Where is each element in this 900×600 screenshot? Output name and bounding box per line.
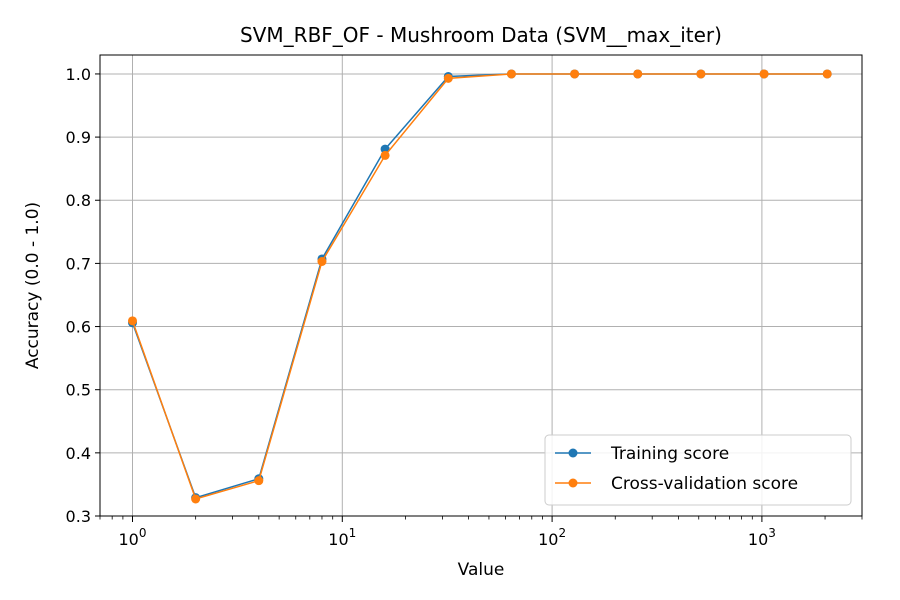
series-cross-validation <box>127 69 832 504</box>
y-tick-label: 0.3 <box>66 507 91 526</box>
legend: Training score Cross-validation score <box>544 434 852 506</box>
data-point <box>570 69 580 79</box>
y-tick-label: 0.4 <box>66 444 91 463</box>
data-point <box>380 150 390 160</box>
x-tick-label: 100 <box>118 526 146 549</box>
data-point <box>380 144 390 154</box>
grid-lines <box>100 55 862 517</box>
y-tick-label: 0.8 <box>66 191 91 210</box>
x-tick-label: 102 <box>538 526 566 549</box>
data-point <box>759 69 769 79</box>
x-tick-exponent: 3 <box>768 526 776 540</box>
series-layer <box>127 69 832 504</box>
series-line <box>131 73 828 500</box>
y-tick-label: 0.7 <box>66 254 91 273</box>
x-tick-exponent: 2 <box>558 526 566 540</box>
y-tick-label: 0.5 <box>66 381 91 400</box>
x-tick-base: 10 <box>748 530 768 549</box>
legend-label: Training score <box>610 444 729 464</box>
y-tick-label: 0.6 <box>66 318 91 337</box>
data-point <box>506 69 516 79</box>
legend-swatch-marker <box>568 448 578 458</box>
y-tick-label: 1.0 <box>66 65 91 84</box>
legend-label: Cross-validation score <box>611 474 798 494</box>
legend-entry: Training score <box>555 444 729 464</box>
y-axis-ticks: 0.3 0.4 0.5 0.6 0.7 0.8 0.9 1.0 <box>66 65 100 526</box>
x-tick-exponent: 1 <box>349 526 357 540</box>
x-axis-ticks: 100 101 102 103 <box>99 516 863 549</box>
data-point <box>443 73 453 83</box>
y-axis-label: Accuracy (0.0 - 1.0) <box>23 202 43 369</box>
x-axis-label: Value <box>458 560 505 580</box>
data-point <box>127 316 137 326</box>
x-tick-label: 101 <box>328 526 356 549</box>
data-point <box>317 257 327 267</box>
data-point <box>822 69 832 79</box>
legend-entry: Cross-validation score <box>555 474 798 494</box>
data-point <box>696 69 706 79</box>
x-tick-base: 10 <box>328 530 348 549</box>
plot-frame <box>99 54 863 517</box>
y-tick-label: 0.9 <box>66 128 91 147</box>
data-point <box>254 476 264 486</box>
chart-title: SVM_RBF_OF - Mushroom Data (SVM__max_ite… <box>240 23 722 47</box>
x-tick-base: 10 <box>118 530 138 549</box>
x-tick-label: 103 <box>748 526 776 549</box>
x-tick-exponent: 0 <box>139 526 147 540</box>
legend-swatch-marker <box>568 478 578 488</box>
legend-box <box>544 434 852 506</box>
x-tick-base: 10 <box>538 530 558 549</box>
data-point <box>633 69 643 79</box>
data-point <box>191 494 201 504</box>
